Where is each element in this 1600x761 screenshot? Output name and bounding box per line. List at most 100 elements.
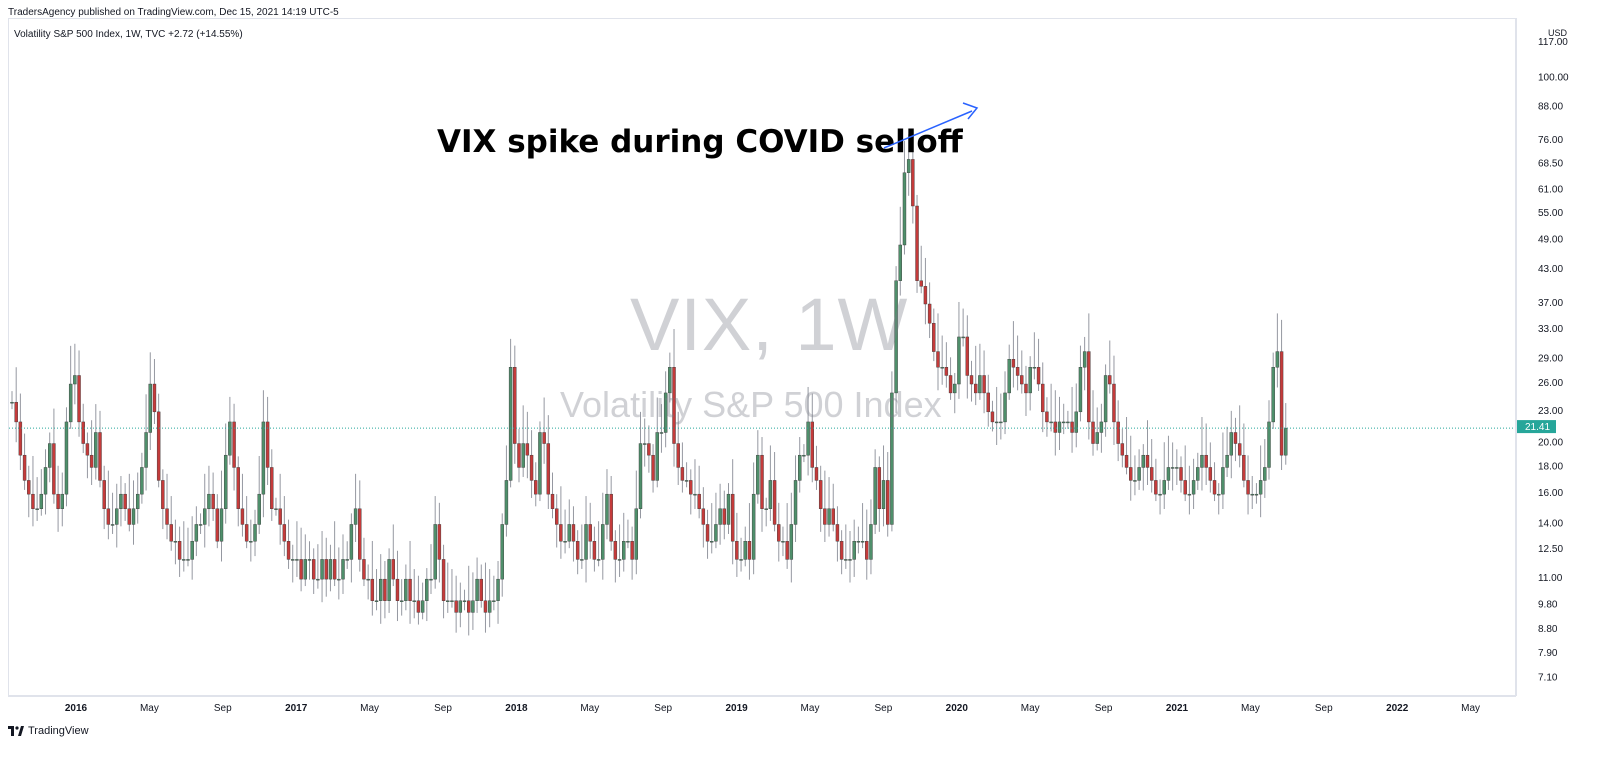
candle-down — [982, 375, 986, 394]
candle-down — [1246, 480, 1250, 495]
candle-down — [936, 351, 940, 368]
candle-up — [781, 541, 785, 543]
candle-up — [1099, 421, 1104, 433]
price-tick-label: 33.00 — [1538, 324, 1563, 335]
time-axis[interactable]: 2016 May Sep 2017 May Sep 2018 May Sep 2019 May Sep… — [8, 696, 1516, 718]
price-axis-scale[interactable]: 117.00 100.00 88.00 76.00 68.50 61.00 55.00 49.… — [1517, 18, 1600, 694]
candle-down — [542, 432, 546, 444]
candle-down — [467, 600, 471, 613]
candle-down — [944, 367, 949, 376]
candle-up — [1032, 367, 1037, 369]
candle-down — [735, 541, 739, 560]
candle-down — [1120, 443, 1125, 456]
candle-up — [957, 336, 961, 385]
series-legend[interactable]: Volatility S&P 500 Index, 1W, TVC +2.72 … — [14, 29, 243, 40]
candle-down — [513, 367, 517, 444]
candle-up — [567, 524, 571, 542]
candle-down — [1015, 367, 1020, 376]
covid-annotation: VIX spike during COVID selloff — [437, 124, 963, 160]
candle-up — [634, 508, 639, 560]
candle-up — [1028, 367, 1032, 394]
candle-up — [659, 432, 664, 434]
candle-up — [194, 524, 199, 542]
chart-pane[interactable] — [8, 18, 1516, 696]
candle-up — [848, 559, 852, 561]
candle-down — [165, 508, 169, 525]
candle-up — [186, 559, 190, 561]
candlestick-chart[interactable] — [9, 19, 1515, 695]
candle-up — [1263, 467, 1267, 481]
candle-down — [1116, 421, 1120, 444]
candle-up — [890, 392, 894, 525]
candle-up — [1158, 493, 1162, 496]
candle-up — [341, 559, 345, 580]
price-tick-label: 20.00 — [1538, 438, 1563, 449]
candle-down — [156, 411, 161, 481]
candle-down — [1108, 375, 1112, 385]
time-tick-label: 2020 — [946, 703, 969, 714]
candle-up — [1196, 467, 1200, 481]
candle-down — [948, 375, 953, 394]
time-tick-label: 2021 — [1166, 703, 1189, 714]
candle-down — [705, 524, 710, 542]
candle-down — [747, 541, 752, 560]
time-tick-label: Sep — [434, 703, 452, 714]
candle-up — [504, 480, 509, 525]
candle-down — [177, 541, 182, 560]
price-tick-label: 7.90 — [1538, 648, 1558, 659]
time-tick-label: May — [140, 703, 159, 714]
candle-up — [345, 559, 349, 561]
candle-up — [793, 480, 798, 525]
candle-down — [647, 443, 651, 456]
candle-up — [1007, 359, 1011, 394]
time-axis-scale[interactable]: 2016 May Sep 2017 May Sep 2018 May Sep 2019 May Sep… — [8, 697, 1516, 719]
candle-down — [52, 443, 56, 495]
candle-up — [1057, 421, 1062, 433]
candle-up — [655, 432, 659, 481]
time-tick-label: May — [1241, 703, 1260, 714]
candle-down — [152, 383, 157, 413]
candle-down — [1129, 467, 1133, 481]
candle-up — [1137, 467, 1141, 481]
last-price-value: 21.41 — [1525, 422, 1550, 433]
candle-up — [1284, 427, 1288, 456]
candle-up — [253, 524, 257, 542]
candle-down — [969, 375, 974, 385]
candle-up — [1217, 493, 1221, 496]
price-tick-label: 12.50 — [1538, 544, 1563, 555]
time-tick-label: Sep — [1315, 703, 1333, 714]
candle-up — [94, 432, 98, 468]
candle-down — [332, 559, 337, 580]
candle-up — [1170, 467, 1175, 469]
price-tick-label: 61.00 — [1538, 185, 1563, 196]
candle-up — [223, 454, 228, 509]
candle-down — [810, 421, 814, 468]
candle-up — [898, 244, 902, 281]
candle-down — [823, 508, 827, 525]
candle-up — [144, 432, 148, 468]
price-axis[interactable]: 117.00 100.00 88.00 76.00 68.50 61.00 55.00 49.… — [1516, 18, 1600, 696]
candle-up — [307, 559, 312, 561]
footer-brand[interactable]: TradingView — [8, 725, 89, 737]
last-price-badge — [1517, 420, 1556, 434]
candle-up — [642, 443, 647, 445]
candle-up — [1103, 375, 1108, 423]
candle-up — [714, 524, 718, 542]
candle-down — [534, 480, 538, 495]
candle-up — [64, 421, 69, 495]
candle-up — [462, 600, 467, 602]
candle-up — [1187, 493, 1192, 496]
name-watermark: Volatility S&P 500 Index — [560, 384, 942, 425]
candle-up — [349, 524, 354, 560]
candle-up — [1225, 454, 1229, 468]
candle-down — [240, 508, 245, 525]
candle-down — [98, 432, 102, 481]
candle-up — [739, 559, 743, 561]
candle-down — [1183, 480, 1187, 495]
candle-up — [802, 454, 806, 457]
candle-down — [676, 443, 680, 468]
candle-up — [538, 432, 542, 495]
candle-down — [358, 508, 362, 560]
candle-down — [479, 578, 483, 601]
candle-up — [135, 493, 140, 509]
